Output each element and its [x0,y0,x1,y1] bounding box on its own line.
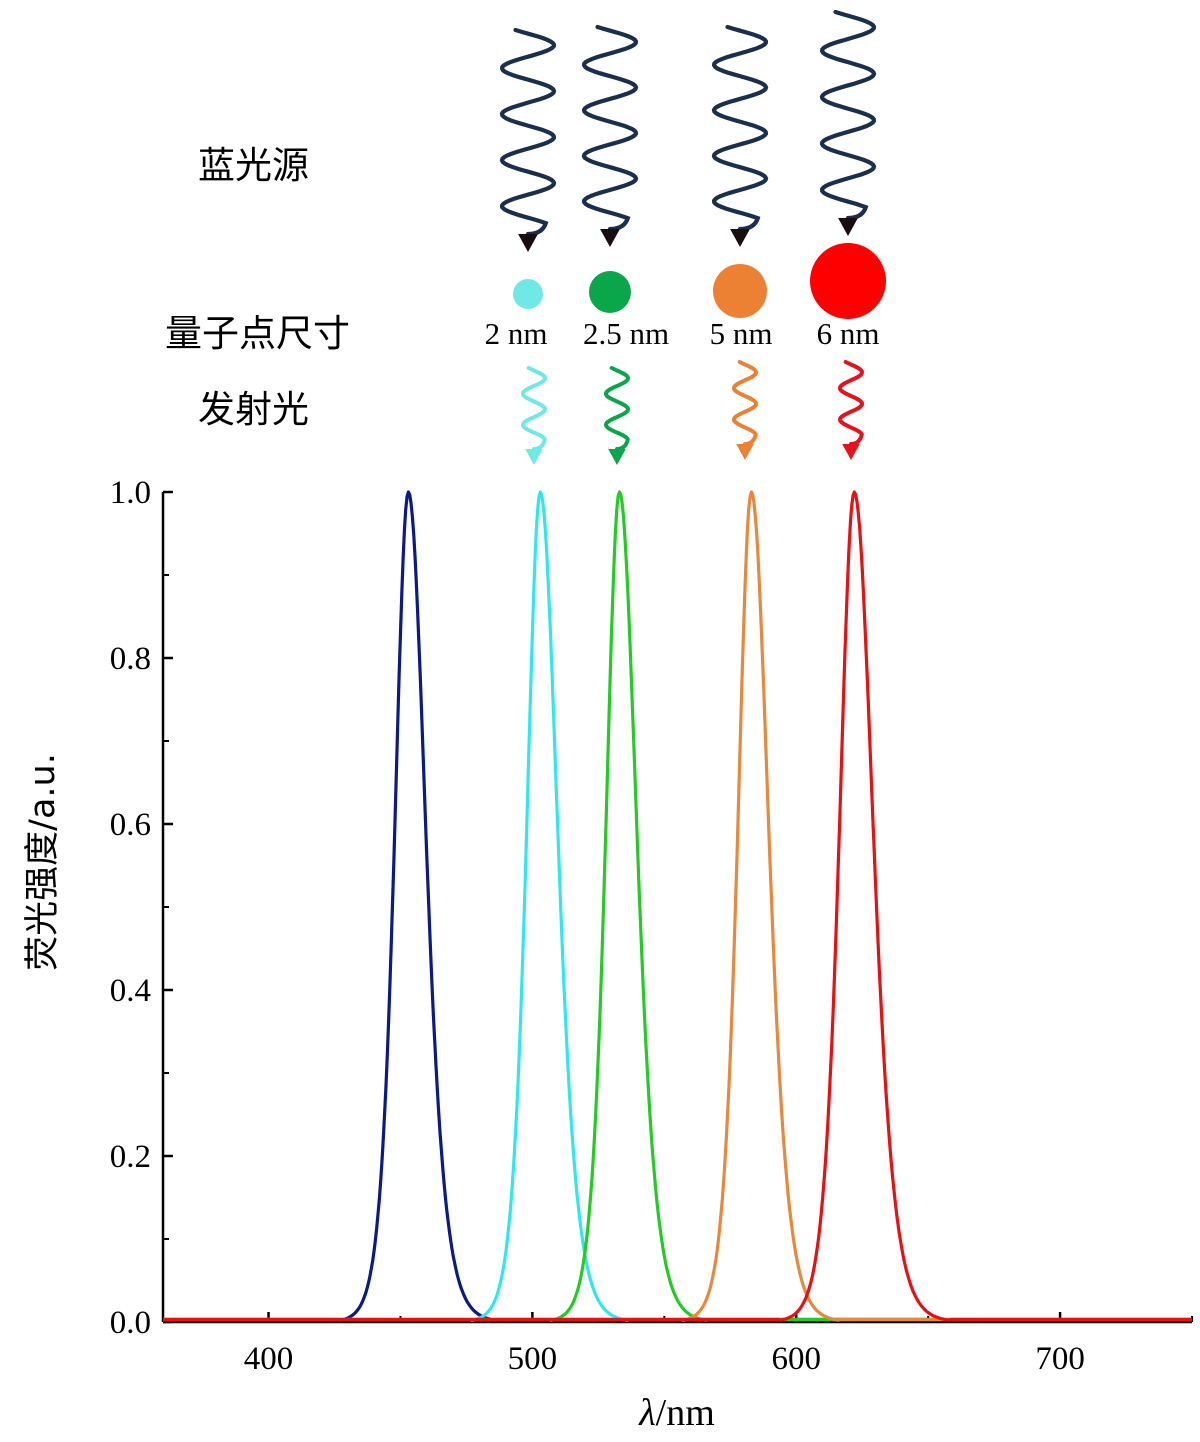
emission-wave-arrow-1-arrowhead [525,449,543,465]
quantum-dots [513,243,886,319]
y-tick-label: 0.8 [110,641,151,677]
x-tick-label: 600 [771,1341,821,1377]
emission-wave-arrow-2-arrowhead [608,449,626,465]
blue-source-waves [499,9,877,252]
blue-source-wave-arrow-4-arrowhead [838,218,858,236]
spectrum-line-5 [162,490,1193,1322]
emission-wave-arrow-3 [732,360,759,446]
spectrum-line-4 [162,490,1193,1322]
spectrum-line-1 [162,490,1193,1322]
emission-label: 发射光 [198,388,309,431]
spectrum-line-2 [162,490,1193,1322]
blue-source-wave-arrow-2 [581,24,639,232]
x-tick-label: 400 [244,1341,294,1377]
emission-wave-arrow-4 [838,360,865,446]
x-tick-label: 700 [1035,1341,1085,1377]
dot-size-label-6nm: 6 nm [817,316,880,351]
y-tick-label: 0.0 [110,1305,151,1341]
dot-size-label-5nm: 5 nm [710,316,773,351]
spectrum-line-3 [162,490,1193,1322]
blue-source-wave-arrow-4 [819,9,877,221]
plot-axes [161,492,1192,1324]
x-axis-title: λ/nm [638,1392,715,1434]
emission-wave-arrow-4-arrowhead [842,444,860,460]
y-tick-label: 0.4 [110,973,151,1009]
emission-wave-arrow-1 [521,366,548,451]
y-axis-title: 荧光强度/a.u. [23,753,63,971]
y-tick-label: 1.0 [110,475,151,511]
qd-size-label: 量子点尺寸 [165,312,350,355]
quantum-dot-5nm [713,264,767,318]
blue-source-wave-arrow-3 [711,24,769,232]
x-ticks: 400 500 600 700 [244,1312,1193,1377]
y-ticks: 0.0 0.2 0.4 0.6 0.8 1.0 [110,475,173,1341]
blue-source-wave-arrow-1 [499,27,557,237]
y-tick-label: 0.6 [110,807,151,843]
blue-source-label: 蓝光源 [198,144,309,187]
dot-size-label-2-5nm: 2.5 nm [583,316,669,351]
x-tick-label: 500 [508,1341,558,1377]
quantum-dot-2-5nm [589,271,631,313]
spectra [162,490,1193,1322]
y-tick-label: 0.2 [110,1139,151,1175]
blue-source-wave-arrow-2-arrowhead [600,229,620,247]
quantum-dot-6nm [810,243,886,319]
emission-wave-arrow-3-arrowhead [736,444,754,460]
blue-source-wave-arrow-3-arrowhead [730,229,750,247]
emission-wave-arrow-2 [604,366,631,451]
dot-size-label-2nm: 2 nm [485,316,548,351]
blue-source-wave-arrow-1-arrowhead [518,234,538,252]
emission-waves [521,360,865,465]
quantum-dot-2nm [513,279,543,309]
